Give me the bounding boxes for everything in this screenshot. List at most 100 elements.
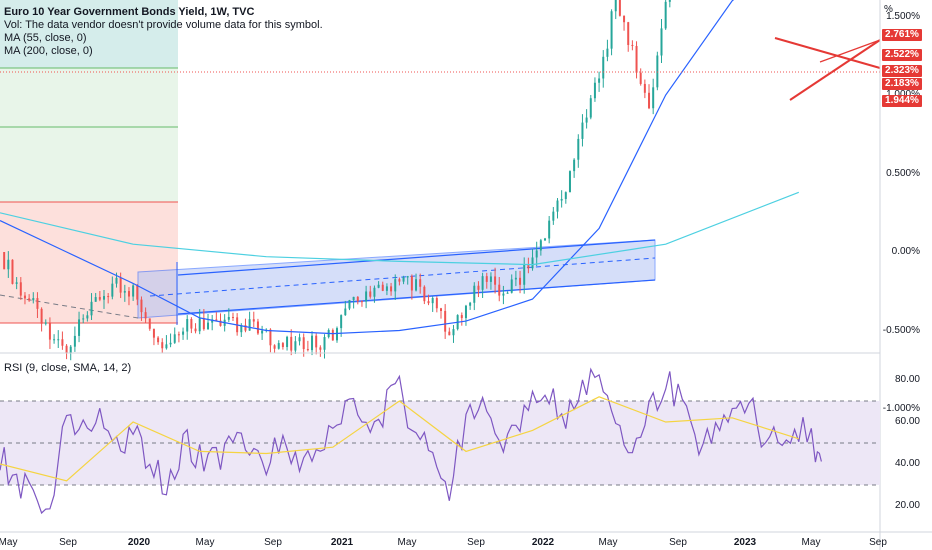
candle-body bbox=[369, 291, 372, 297]
candle-body bbox=[61, 339, 64, 346]
candle-body bbox=[319, 347, 322, 350]
price-axis-label: 0.500% bbox=[886, 167, 920, 179]
candle-body bbox=[36, 298, 39, 309]
time-axis-label: May bbox=[195, 537, 215, 548]
candle-body bbox=[240, 325, 243, 333]
time-axis-label: 2023 bbox=[733, 537, 757, 548]
channel-mid-line[interactable] bbox=[149, 257, 656, 297]
time-axis-label: Sep bbox=[869, 537, 887, 548]
candle-body bbox=[598, 78, 601, 83]
candle-body bbox=[568, 171, 571, 193]
candle-body bbox=[311, 335, 314, 351]
candle-body bbox=[294, 341, 297, 351]
candle-body bbox=[652, 87, 655, 109]
rsi-axis-label: 60.00 bbox=[894, 416, 920, 427]
candle-body bbox=[531, 257, 534, 269]
candle-body bbox=[252, 319, 255, 322]
triangle-breakout-line[interactable] bbox=[819, 39, 881, 63]
candle-body bbox=[668, 0, 671, 2]
candle-body bbox=[448, 331, 451, 336]
candle-body bbox=[527, 264, 530, 269]
candle-body bbox=[602, 56, 605, 79]
candle-body bbox=[90, 301, 93, 316]
candle-body bbox=[494, 276, 497, 285]
candle-body bbox=[98, 297, 101, 300]
candle-body bbox=[506, 292, 509, 294]
candle-body bbox=[306, 349, 309, 351]
candle-body bbox=[552, 211, 555, 221]
ma200-line bbox=[0, 191, 800, 266]
candle-body bbox=[585, 117, 588, 123]
candle-body bbox=[132, 285, 135, 297]
candle-body bbox=[390, 286, 393, 292]
candle-body bbox=[190, 319, 193, 329]
axis-unit: % bbox=[884, 4, 893, 15]
moving-averages bbox=[0, 0, 800, 335]
profit-zone bbox=[0, 68, 178, 202]
position-zones bbox=[0, 0, 178, 324]
candle-body bbox=[123, 291, 126, 293]
rsi-pane bbox=[0, 367, 880, 515]
candle-body bbox=[277, 343, 280, 349]
symbol-title[interactable]: Euro 10 Year Government Bonds Yield, 1W,… bbox=[4, 6, 255, 18]
candle-body bbox=[290, 336, 293, 351]
ma55-legend[interactable]: MA (55, close, 0) bbox=[4, 32, 87, 44]
price-axis-label: -1.000% bbox=[882, 403, 920, 414]
price-axis-label: -0.500% bbox=[882, 324, 920, 336]
time-axis-label: Sep bbox=[467, 537, 485, 548]
candle-body bbox=[94, 297, 97, 302]
parallel-channel[interactable] bbox=[0, 239, 656, 325]
candle-body bbox=[548, 220, 551, 239]
candle-body bbox=[377, 284, 380, 288]
candle-body bbox=[664, 1, 667, 29]
candle-body bbox=[73, 335, 76, 347]
candle-body bbox=[502, 293, 505, 296]
candle-body bbox=[161, 342, 164, 349]
candle-body bbox=[589, 98, 592, 118]
candle-body bbox=[182, 331, 185, 335]
ma200-legend[interactable]: MA (200, close, 0) bbox=[4, 45, 93, 57]
time-axis-label: Sep bbox=[264, 537, 282, 548]
candle-body bbox=[402, 277, 405, 282]
triangle-upper-line[interactable] bbox=[774, 37, 881, 69]
candle-body bbox=[69, 346, 72, 354]
candle-body bbox=[248, 319, 251, 331]
candle-body bbox=[656, 55, 659, 88]
candle-body bbox=[464, 305, 467, 319]
candle-body bbox=[144, 312, 147, 319]
candle-body bbox=[623, 15, 626, 23]
candle-body bbox=[207, 322, 210, 330]
candle-body bbox=[28, 298, 31, 301]
candle-body bbox=[302, 337, 305, 350]
triangle-pattern[interactable] bbox=[774, 37, 881, 101]
candle-body bbox=[152, 328, 155, 338]
candle-body bbox=[323, 337, 326, 350]
candle-body bbox=[194, 328, 197, 332]
candle-body bbox=[473, 285, 476, 303]
candle-body bbox=[15, 282, 18, 284]
candle-body bbox=[643, 83, 646, 93]
candle-body bbox=[460, 315, 463, 319]
candle-body bbox=[169, 342, 172, 345]
channel-upper-line[interactable] bbox=[177, 239, 656, 276]
candle-body bbox=[385, 286, 388, 291]
candle-body bbox=[256, 321, 259, 334]
candle-body bbox=[227, 317, 230, 320]
candle-body bbox=[427, 301, 430, 304]
candle-body bbox=[381, 284, 384, 291]
candle-body bbox=[556, 200, 559, 212]
candle-body bbox=[261, 330, 264, 334]
candle-body bbox=[231, 317, 234, 319]
volume-note: Vol: The data vendor doesn't provide vol… bbox=[4, 19, 323, 31]
candle-body bbox=[373, 287, 376, 297]
candle-body bbox=[648, 92, 651, 109]
triangle-lower-line[interactable] bbox=[789, 39, 881, 101]
candle-body bbox=[419, 279, 422, 287]
candle-body bbox=[356, 296, 359, 302]
channel-lower-line[interactable] bbox=[177, 279, 656, 315]
rsi-legend[interactable]: RSI (9, close, SMA, 14, 2) bbox=[4, 362, 132, 374]
candle-body bbox=[610, 11, 613, 49]
candle-body bbox=[444, 310, 447, 332]
candle-body bbox=[523, 264, 526, 285]
